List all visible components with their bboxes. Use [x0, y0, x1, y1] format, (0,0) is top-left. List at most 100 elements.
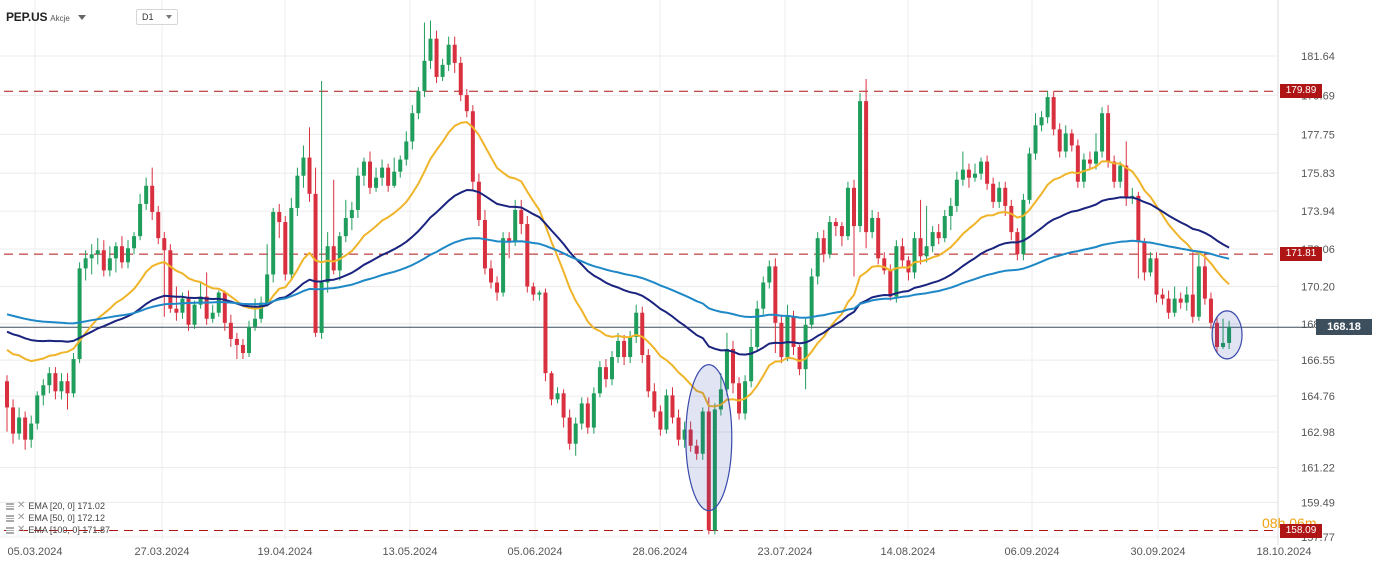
- candle-body: [1166, 298, 1171, 313]
- candle-body: [1057, 129, 1062, 152]
- x-tick-label: 14.08.2024: [880, 546, 935, 558]
- candle-body: [694, 445, 699, 454]
- candle-body: [664, 395, 669, 430]
- candle-body: [65, 381, 70, 394]
- candle-body: [573, 423, 578, 444]
- candle-body: [603, 367, 608, 380]
- candle-body: [392, 171, 397, 186]
- candle-body: [422, 60, 427, 92]
- candle-body: [29, 423, 34, 440]
- candle-body: [1033, 125, 1038, 154]
- current-price-tag: 168.18: [1316, 319, 1372, 336]
- candle-body: [1118, 165, 1123, 182]
- candle-body: [658, 411, 663, 430]
- candle-body: [452, 44, 457, 63]
- candle-body: [845, 187, 850, 237]
- candle-body: [924, 246, 929, 257]
- candle-body: [960, 169, 965, 180]
- x-tick-label: 06.09.2024: [1004, 546, 1059, 558]
- candle-body: [265, 274, 270, 303]
- candle-body: [1106, 113, 1111, 162]
- candle-body: [882, 258, 887, 271]
- candle-body: [1100, 113, 1105, 152]
- candle-body: [210, 312, 215, 319]
- candle-body: [785, 316, 790, 358]
- candle-body: [1009, 205, 1014, 233]
- symbol-selector[interactable]: PEP.US Akcje: [6, 6, 86, 28]
- legend-item-ema100[interactable]: ✕ EMA [100, 0] 171.87: [6, 524, 110, 536]
- candle-body: [543, 292, 548, 374]
- close-icon[interactable]: ✕: [17, 524, 26, 535]
- drag-handle-icon[interactable]: [6, 526, 14, 534]
- candle-body: [1142, 242, 1147, 273]
- ema-lines: [6, 121, 1230, 408]
- close-icon[interactable]: ✕: [17, 512, 26, 523]
- candle-body: [870, 218, 875, 233]
- candle-body: [979, 161, 984, 174]
- candle-body: [1027, 153, 1032, 200]
- candle-body: [180, 298, 185, 313]
- candle-body: [446, 44, 451, 65]
- candle-body: [767, 266, 772, 283]
- legend-item-ema50[interactable]: ✕ EMA [50, 0] 172.12: [6, 512, 110, 524]
- highlight-ellipse: [1211, 310, 1243, 360]
- candle-body: [1003, 187, 1008, 206]
- candle-body: [791, 316, 796, 347]
- y-tick-label: 159.49: [1301, 497, 1335, 509]
- candle-body: [549, 373, 554, 400]
- candle-body: [41, 385, 46, 396]
- candle-body: [234, 338, 239, 345]
- candle-body: [858, 101, 863, 227]
- y-tick-label: 170.20: [1301, 282, 1335, 294]
- candle-body: [1196, 266, 1201, 317]
- candle-body: [101, 250, 106, 271]
- candle-body: [259, 302, 264, 319]
- candle-body: [440, 64, 445, 77]
- candle-body: [489, 268, 493, 283]
- y-tick-label: 173.94: [1301, 206, 1335, 218]
- level-price-tag-lower[interactable]: 158.09: [1280, 523, 1322, 538]
- candle-body: [1172, 298, 1177, 313]
- candle-body: [1148, 258, 1153, 273]
- drag-handle-icon[interactable]: [6, 514, 14, 522]
- candle-body: [1190, 294, 1195, 317]
- candle-body: [331, 246, 336, 271]
- candle-body: [192, 304, 197, 325]
- candle-body: [77, 268, 82, 360]
- candle-body: [53, 373, 58, 392]
- candle-body: [852, 187, 856, 227]
- candle-body: [416, 91, 421, 114]
- candle-body: [289, 207, 294, 275]
- candle-body: [688, 429, 693, 446]
- candle-body: [888, 270, 893, 297]
- candle-body: [11, 407, 16, 434]
- candle-body: [319, 282, 324, 333]
- candle-body: [83, 258, 88, 269]
- candle-body: [132, 236, 137, 249]
- legend-item-ema20[interactable]: ✕ EMA [20, 0] 171.02: [6, 500, 110, 512]
- candle-body: [5, 381, 9, 408]
- candle-body: [966, 169, 971, 178]
- symbol-dropdown-chevron-icon[interactable]: [77, 14, 86, 20]
- close-icon[interactable]: ✕: [17, 500, 26, 511]
- y-tick-label: 177.75: [1301, 129, 1335, 141]
- level-price-tag-mid[interactable]: 171.81: [1280, 247, 1322, 262]
- candle-body: [755, 308, 760, 347]
- x-tick-label: 05.03.2024: [7, 546, 62, 558]
- ema-line: [6, 189, 1230, 356]
- candle-body: [991, 183, 996, 202]
- candle-body: [404, 141, 409, 160]
- candle-body: [349, 209, 354, 219]
- drag-handle-icon[interactable]: [6, 502, 14, 510]
- candle-body: [749, 346, 754, 382]
- candle-body: [428, 38, 433, 61]
- y-tick-label: 162.98: [1301, 427, 1335, 439]
- timeframe-select[interactable]: D1: [136, 9, 178, 25]
- candle-body: [361, 161, 366, 176]
- candle-body: [1112, 161, 1117, 182]
- candle-body: [71, 359, 76, 394]
- candle-body: [17, 417, 22, 434]
- candle-body: [1051, 97, 1056, 130]
- level-price-tag-upper[interactable]: 179.89: [1280, 84, 1322, 99]
